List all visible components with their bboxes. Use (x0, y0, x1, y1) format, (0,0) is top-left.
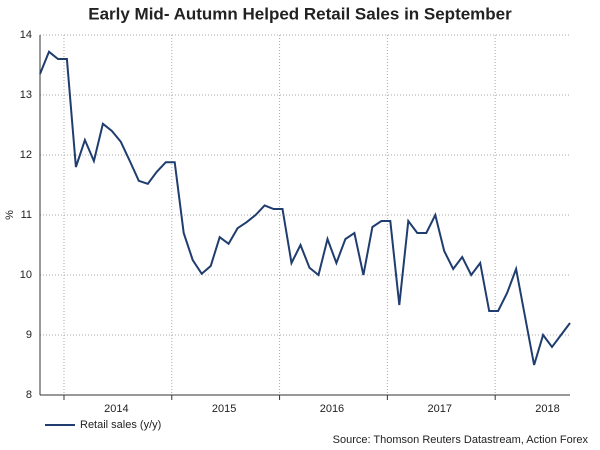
legend-label: Retail sales (y/y) (80, 419, 161, 431)
y-tick-label: 9 (26, 329, 32, 341)
x-tick-label: 2014 (104, 403, 128, 415)
chart-title: Early Mid- Autumn Helped Retail Sales in… (88, 4, 512, 23)
x-tick-label: 2015 (212, 403, 236, 415)
x-tick-label: 2018 (535, 403, 559, 415)
y-tick-label: 10 (20, 269, 32, 281)
x-tick-label: 2017 (428, 403, 452, 415)
y-axis-label: % (4, 210, 16, 220)
y-tick-label: 12 (20, 149, 32, 161)
data-line (39, 50, 571, 366)
y-tick-label: 8 (26, 389, 32, 401)
y-tick-label: 11 (21, 209, 32, 221)
x-tick-label: 2016 (320, 403, 344, 415)
y-tick-label: 14 (20, 29, 32, 41)
source-note: Source: Thomson Reuters Datastream, Acti… (333, 434, 589, 446)
y-tick-label: 13 (20, 89, 32, 101)
